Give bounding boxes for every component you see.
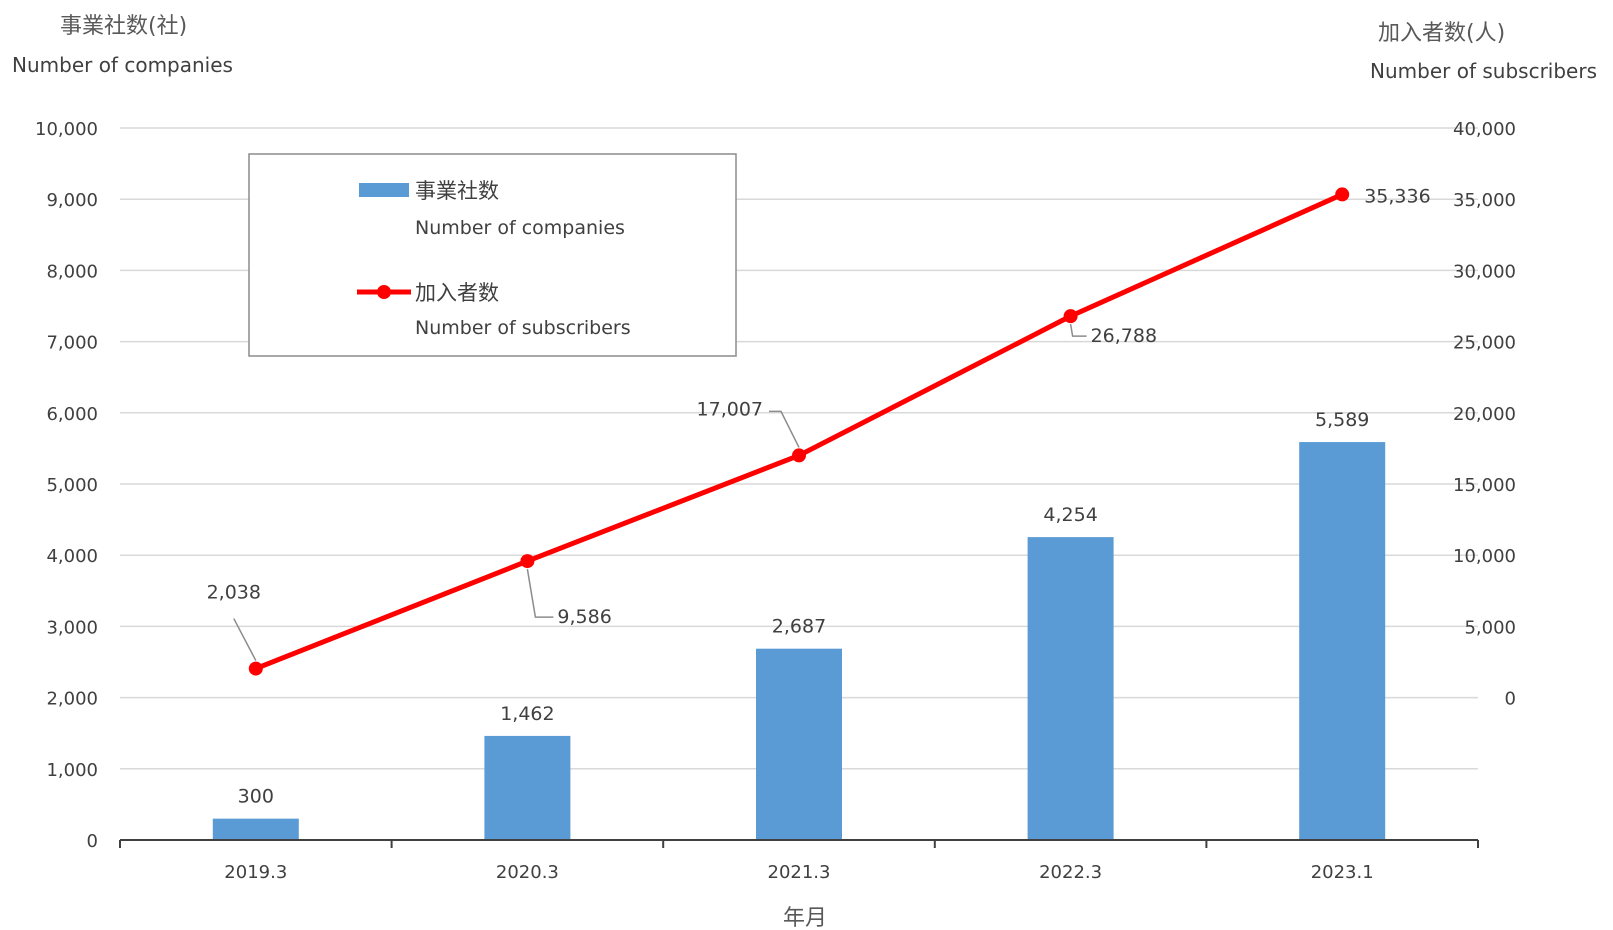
leader-line xyxy=(233,618,257,661)
right-tick-label: 5,000 xyxy=(1464,617,1516,638)
left-tick-label: 0 xyxy=(87,831,98,852)
x-tick-label: 2020.3 xyxy=(496,862,559,883)
legend-box xyxy=(248,153,737,357)
left-tick-label: 8,000 xyxy=(46,261,98,282)
right-tick-label: 25,000 xyxy=(1453,333,1516,354)
line-point xyxy=(248,661,263,676)
bar xyxy=(1299,442,1386,840)
bar xyxy=(484,735,571,840)
leader-line xyxy=(1069,324,1087,337)
leader-line xyxy=(526,568,554,618)
left-tick-label: 10,000 xyxy=(35,119,98,140)
right-tick-label: 40,000 xyxy=(1453,119,1516,140)
left-tick-label: 9,000 xyxy=(46,190,98,211)
x-tick-label: 2021.3 xyxy=(768,862,831,883)
bar xyxy=(756,648,842,840)
left-axis-title-en: Number of companies xyxy=(12,53,233,77)
right-axis-ticks: 0 5,000 10,000 15,000 20,000 25,000 30,000 35,0… xyxy=(1453,119,1516,710)
bar xyxy=(212,818,299,840)
line-series-subscribers xyxy=(248,187,1350,676)
right-tick-label: 35,000 xyxy=(1453,190,1516,211)
left-tick-label: 4,000 xyxy=(46,546,98,567)
right-axis-title-jp: 加入者数(人) xyxy=(1378,21,1505,46)
line-point xyxy=(1063,309,1078,324)
x-tick-label: 2019.3 xyxy=(224,862,287,883)
right-tick-label: 10,000 xyxy=(1453,546,1516,567)
line-data-label: 17,007 xyxy=(697,398,763,420)
legend-label-subscribers-en: Number of subscribers xyxy=(415,317,631,339)
line-data-label: 2,038 xyxy=(207,582,261,604)
left-tick-label: 3,000 xyxy=(46,617,98,638)
legend-swatch-subscribers-marker xyxy=(377,285,391,299)
leader-line xyxy=(769,410,800,448)
left-tick-label: 5,000 xyxy=(46,475,98,496)
left-axis-title-jp: 事業社数(社) xyxy=(60,14,187,39)
right-tick-label: 20,000 xyxy=(1453,404,1516,425)
line-point xyxy=(792,448,806,463)
line-data-label: 35,336 xyxy=(1364,185,1430,207)
right-tick-label: 30,000 xyxy=(1453,261,1516,282)
x-axis-title: 年月 xyxy=(783,906,827,930)
bar-data-labels: 300 1,462 2,687 4,254 5,589 xyxy=(238,409,1370,808)
bar-data-label: 1,462 xyxy=(500,703,554,725)
left-tick-label: 6,000 xyxy=(46,404,98,425)
left-tick-label: 1,000 xyxy=(46,760,98,781)
left-tick-label: 7,000 xyxy=(46,333,98,354)
line-point xyxy=(520,554,535,569)
legend-label-companies-en: Number of companies xyxy=(415,217,625,239)
line-data-labels: 2,038 9,586 17,007 26,788 35,336 xyxy=(207,185,1431,661)
line-data-label: 9,586 xyxy=(557,606,611,628)
bar-series-companies xyxy=(212,442,1386,840)
x-tick-label: 2023.1 xyxy=(1311,862,1374,883)
bar-data-label: 300 xyxy=(238,786,274,808)
right-tick-label: 15,000 xyxy=(1453,475,1516,496)
bar xyxy=(1027,537,1114,840)
right-axis-title-en: Number of subscribers xyxy=(1370,59,1597,83)
legend-label-companies-jp: 事業社数 xyxy=(415,179,499,203)
line-data-label: 26,788 xyxy=(1091,325,1157,347)
bar-data-label: 4,254 xyxy=(1043,504,1097,526)
bar-data-label: 5,589 xyxy=(1315,409,1369,431)
right-tick-label: 0 xyxy=(1505,689,1516,710)
line-point xyxy=(1335,187,1350,202)
left-tick-label: 2,000 xyxy=(46,689,98,710)
left-axis-ticks: 0 1,000 2,000 3,000 4,000 5,000 6,000 7,000 8,00… xyxy=(35,119,98,852)
legend-swatch-companies xyxy=(359,183,409,197)
legend-label-subscribers-jp: 加入者数 xyxy=(415,281,499,305)
x-tick-label: 2022.3 xyxy=(1039,862,1102,883)
x-axis: 2019.3 2020.3 2021.3 2022.3 2023.1 xyxy=(119,839,1479,883)
legend: 事業社数 Number of companies 加入者数 Number of … xyxy=(248,153,737,357)
bar-data-label: 2,687 xyxy=(772,616,826,638)
